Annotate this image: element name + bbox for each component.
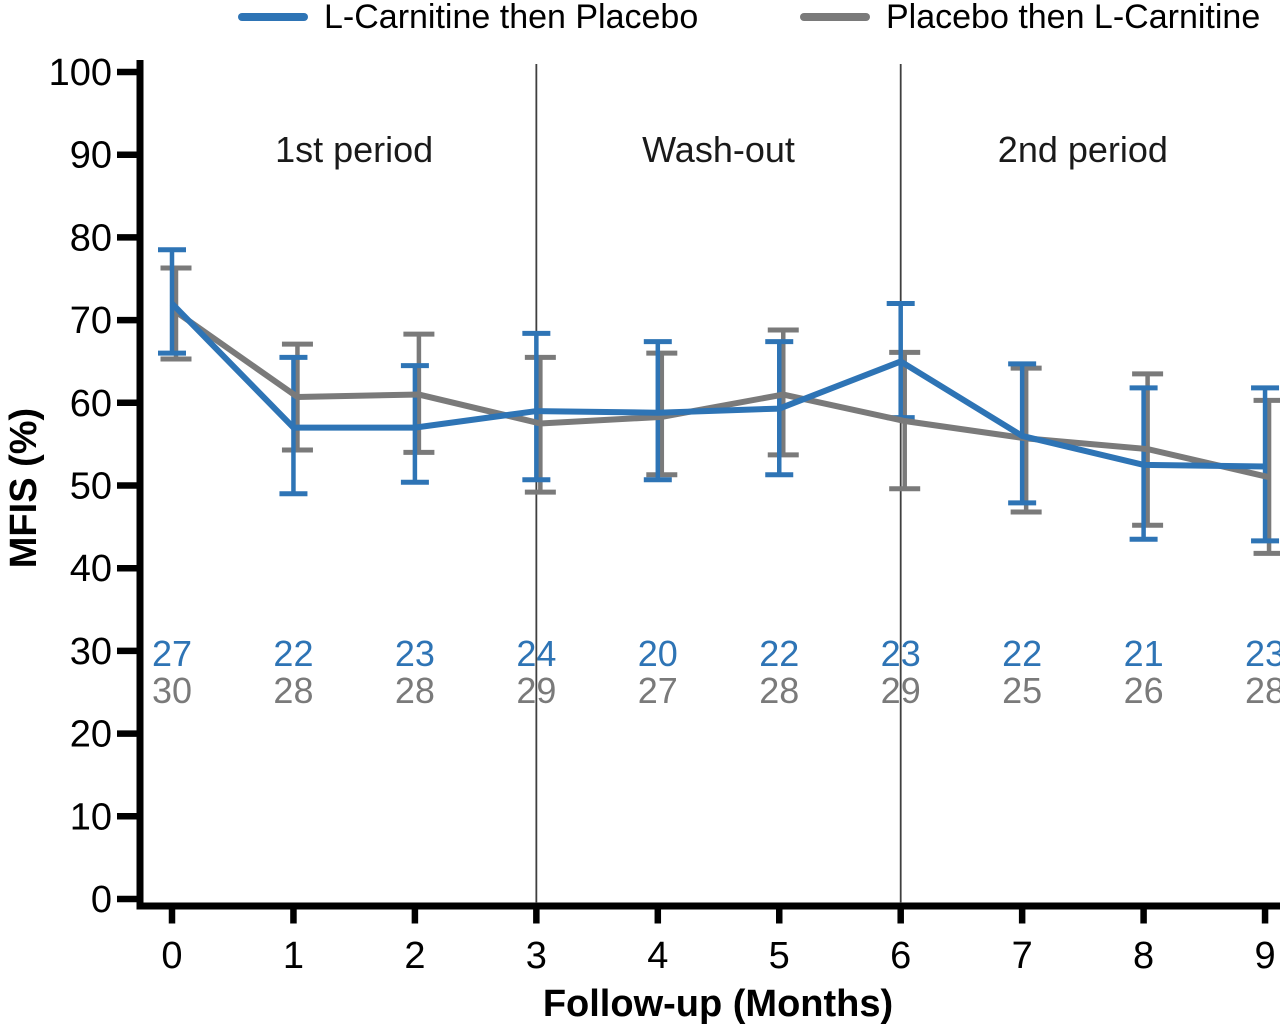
legend-label-placebo-then-l-carnitine: Placebo then L-Carnitine — [886, 0, 1261, 36]
y-axis-title: MFIS (%) — [3, 408, 45, 568]
chart-legend: L-Carnitine then Placebo Placebo then L-… — [0, 0, 1280, 34]
x-tick-label: 4 — [647, 935, 668, 977]
legend-label-l-carnitine-then-placebo: L-Carnitine then Placebo — [324, 0, 699, 36]
n-count-label: 22 — [759, 633, 799, 674]
y-tick-label: 50 — [70, 466, 112, 508]
y-tick-label: 90 — [70, 135, 112, 177]
n-count-label: 23 — [1245, 633, 1280, 674]
n-count-label: 23 — [395, 633, 435, 674]
n-count-label: 28 — [395, 670, 435, 711]
period-label: 1st period — [275, 129, 433, 170]
legend-line-swatch-blue — [238, 13, 308, 21]
y-tick-label: 30 — [70, 631, 112, 673]
y-tick-label: 20 — [70, 714, 112, 756]
x-axis-title: Follow-up (Months) — [543, 983, 893, 1025]
series-line-placebo-then-l-carnitine — [174, 309, 1270, 481]
x-tick-label: 9 — [1254, 935, 1275, 977]
y-tick-label: 10 — [70, 796, 112, 838]
n-count-label: 20 — [638, 633, 678, 674]
n-count-label: 22 — [1002, 633, 1042, 674]
x-tick-label: 1 — [283, 935, 304, 977]
n-count-label: 22 — [273, 633, 313, 674]
y-tick-label: 80 — [70, 217, 112, 259]
y-tick-label: 60 — [70, 383, 112, 425]
legend-line-swatch-gray — [800, 13, 870, 21]
series-line-l-carnitine-then-placebo — [169, 301, 1266, 470]
x-tick-label: 6 — [890, 935, 911, 977]
period-label: Wash-out — [642, 129, 795, 170]
n-count-label: 28 — [1245, 670, 1280, 711]
n-count-label: 30 — [152, 670, 192, 711]
legend-item-l-carnitine-then-placebo: L-Carnitine then Placebo — [238, 0, 699, 36]
y-tick-label: 40 — [70, 548, 112, 590]
n-count-label: 27 — [152, 633, 192, 674]
x-tick-label: 7 — [1012, 935, 1033, 977]
x-tick-label: 0 — [161, 935, 182, 977]
x-tick-label: 2 — [404, 935, 425, 977]
y-tick-label: 100 — [49, 52, 112, 94]
y-tick-label: 0 — [91, 879, 112, 921]
period-label: 2nd period — [998, 129, 1168, 170]
x-tick-label: 5 — [769, 935, 790, 977]
n-count-label: 28 — [273, 670, 313, 711]
n-count-label: 28 — [759, 670, 799, 711]
n-count-label: 26 — [1124, 670, 1164, 711]
n-count-label: 21 — [1124, 633, 1164, 674]
legend-item-placebo-then-l-carnitine: Placebo then L-Carnitine — [800, 0, 1261, 36]
y-tick-label: 70 — [70, 300, 112, 342]
x-tick-label: 8 — [1133, 935, 1154, 977]
x-tick-label: 3 — [526, 935, 547, 977]
n-count-label: 27 — [638, 670, 678, 711]
n-count-label: 25 — [1002, 670, 1042, 711]
